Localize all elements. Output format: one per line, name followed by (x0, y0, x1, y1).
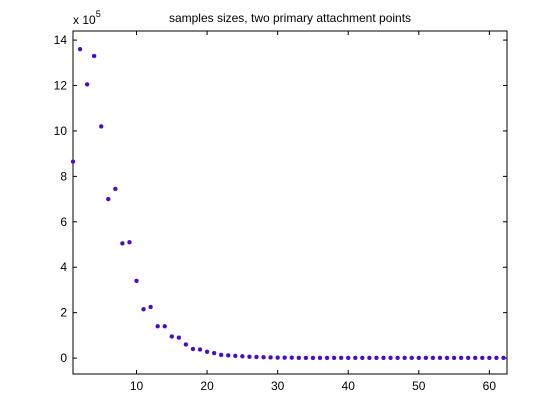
data-point (409, 355, 414, 361)
data-point (388, 355, 393, 361)
data-point (444, 355, 450, 361)
data-point (211, 350, 217, 356)
data-point (324, 355, 330, 361)
data-point (233, 353, 238, 359)
chart-title: samples sizes, two primary attachment po… (169, 11, 411, 25)
data-point (141, 307, 146, 312)
data-point (77, 46, 83, 52)
data-point (331, 355, 337, 361)
data-point (218, 352, 224, 358)
data-point (169, 334, 174, 339)
data-point (197, 347, 203, 352)
data-point (430, 355, 436, 361)
data-point (367, 355, 372, 361)
data-point (247, 354, 252, 359)
data-point (494, 355, 499, 361)
data-point (106, 196, 111, 202)
data-point (289, 355, 294, 360)
data-point (91, 53, 97, 59)
x-tick-label: 30 (271, 379, 285, 393)
data-point (296, 355, 302, 361)
data-point (162, 324, 167, 329)
data-point (487, 355, 492, 361)
y-tick-label: 12 (54, 79, 68, 93)
data-point (423, 355, 429, 361)
y-multiplier-label: x 105 (73, 9, 101, 27)
data-point (190, 346, 196, 352)
data-point (99, 124, 104, 129)
data-point (395, 355, 400, 361)
data-point (84, 82, 90, 87)
data-point (183, 342, 189, 347)
data-point (465, 355, 471, 361)
data-point (451, 355, 457, 361)
data-point (402, 355, 407, 361)
data-point (473, 355, 478, 361)
data-point (346, 355, 351, 361)
data-point (353, 355, 358, 361)
data-point (310, 355, 316, 361)
data-point (282, 355, 287, 360)
data-point (416, 355, 421, 361)
data-point (254, 354, 259, 360)
data-point (134, 278, 139, 284)
data-point (437, 355, 443, 361)
data-point (303, 355, 309, 361)
data-point (458, 355, 464, 361)
data-point (176, 335, 182, 340)
y-tick-label: 8 (60, 169, 67, 183)
data-point (261, 354, 266, 360)
y-tick-label: 2 (60, 306, 67, 320)
data-point (148, 304, 153, 310)
y-multiplier-base: x 10 (73, 13, 96, 27)
data-point (240, 354, 245, 359)
data-point (374, 355, 379, 361)
y-tick-label: 10 (54, 124, 68, 138)
data-point (268, 355, 273, 360)
axes-box (72, 30, 508, 375)
data-point (70, 159, 76, 164)
plot-area: 10 20 30 40 50 60 0 2 4 6 8 10 12 14 (54, 30, 508, 393)
data-point (360, 355, 365, 361)
y-multiplier-exponent: 5 (96, 9, 101, 19)
data-point (501, 355, 506, 361)
data-point (127, 240, 132, 245)
y-tick-label: 6 (60, 215, 67, 229)
data-point (226, 353, 231, 358)
data-point (113, 186, 118, 192)
data-point (317, 355, 323, 361)
data-point (155, 324, 160, 329)
data-point (381, 355, 386, 361)
data-point (120, 241, 125, 246)
data-point (338, 355, 344, 361)
x-tick-label: 20 (200, 379, 214, 393)
x-tick-label: 10 (130, 379, 144, 393)
x-tick-label: 50 (412, 379, 426, 393)
x-tick-label: 60 (483, 379, 497, 393)
y-tick-label: 14 (54, 33, 68, 47)
x-tick-label: 40 (342, 379, 356, 393)
data-point (275, 355, 280, 360)
y-tick-label: 4 (60, 260, 67, 274)
data-point (480, 355, 485, 361)
data-point (204, 349, 210, 354)
y-tick-label: 0 (60, 351, 67, 365)
